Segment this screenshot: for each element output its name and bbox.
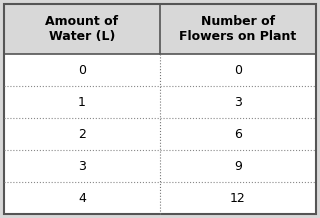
Text: 9: 9: [234, 160, 242, 172]
Text: 1: 1: [78, 95, 86, 109]
Text: 3: 3: [234, 95, 242, 109]
Bar: [4, 54, 316, 86]
Bar: [4, 182, 316, 214]
Text: 4: 4: [78, 191, 86, 204]
Bar: [4, 118, 316, 150]
Text: Amount of
Water (L): Amount of Water (L): [45, 15, 119, 43]
Bar: [4, 150, 160, 182]
Text: Number of
Flowers on Plant: Number of Flowers on Plant: [180, 15, 297, 43]
Bar: [4, 150, 316, 182]
Bar: [160, 54, 316, 86]
Text: 0: 0: [234, 63, 242, 77]
Bar: [160, 150, 316, 182]
Bar: [4, 182, 160, 214]
Bar: [160, 4, 316, 54]
Bar: [4, 86, 160, 118]
Bar: [4, 4, 160, 54]
Bar: [160, 118, 316, 150]
Text: 12: 12: [230, 191, 246, 204]
Text: 6: 6: [234, 128, 242, 140]
Bar: [4, 118, 160, 150]
Text: 2: 2: [78, 128, 86, 140]
Text: 0: 0: [78, 63, 86, 77]
Bar: [160, 182, 316, 214]
Bar: [160, 86, 316, 118]
Bar: [4, 54, 160, 86]
Text: 3: 3: [78, 160, 86, 172]
Bar: [4, 4, 316, 54]
Bar: [4, 86, 316, 118]
